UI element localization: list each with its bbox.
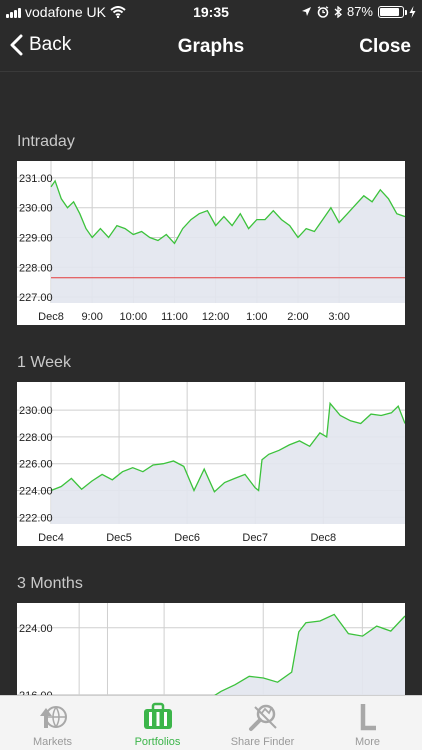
chart-area-fill [215,614,405,695]
tab-more[interactable]: More [315,696,420,750]
x-tick-label: Dec8 [38,311,64,323]
tab-bar: Markets Portfolios Share Finder More [0,695,422,750]
y-tick-label: 226.00 [19,459,53,471]
chart-series-line [50,401,405,493]
x-tick-label: 12:00 [202,311,230,323]
markets-icon [40,706,67,728]
status-time: 19:35 [193,4,229,20]
more-icon [360,704,376,731]
carrier-label: vodafone UK [25,4,106,20]
tab-share-finder[interactable]: Share Finder [210,696,315,750]
y-tick-label: 229.00 [19,232,53,244]
back-button-label: Back [29,34,72,55]
page-title: Graphs [177,36,245,57]
nav-bar: Back Graphs Close [0,24,422,72]
chart-area-fill [51,180,405,303]
back-button[interactable]: Back [10,34,71,56]
y-tick-label: 228.00 [19,262,53,274]
tab-label-more: More [354,736,381,748]
x-tick-label: 11:00 [161,311,188,323]
status-left: vodafone UK [6,4,126,20]
battery-percent: 87% [346,4,373,19]
y-tick-label: 231.00 [19,173,53,185]
tab-label-portfolios: Portfolios [134,736,181,748]
close-button[interactable]: Close [359,36,411,57]
chart-series-line [50,179,405,245]
x-tick-label: 9:00 [81,311,102,323]
signal-icon [6,6,21,18]
bluetooth-icon [334,5,342,18]
share-finder-icon [249,704,277,731]
y-tick-label: 228.00 [19,432,53,444]
x-tick-label: Dec5 [106,532,132,544]
x-tick-label: 2:00 [287,311,308,323]
x-tick-label: Dec8 [310,532,336,544]
y-tick-label: 216.00 [19,690,53,695]
tab-label-share-finder: Share Finder [230,736,295,748]
charging-icon [409,5,416,18]
chart-1-week: 222.00 224.00 226.00 228.00 230.00 Dec4 Dec5 De… [17,382,405,546]
y-tick-label: 224.00 [19,486,53,498]
y-tick-label: 222.00 [19,512,53,524]
battery-icon [378,5,407,18]
alarm-icon [317,5,329,18]
status-bar: vodafone UK 19:35 87% [0,0,422,24]
x-tick-label: Dec4 [38,532,64,544]
status-right: 87% [301,4,416,19]
chart-intraday: 227.00 228.00 229.00 230.00 231.00 Dec8 9:00 10… [17,161,405,325]
y-tick-label: 230.00 [19,405,53,417]
tab-portfolios[interactable]: Portfolios [105,696,210,750]
x-tick-label: Dec7 [242,532,268,544]
graphs-content[interactable]: Intraday 227.00 228.00 229.00 230.00 231.00 D… [0,73,422,695]
chart-series-line [214,613,405,695]
chevron-left-icon [10,34,23,56]
portfolios-icon [144,702,172,729]
x-tick-label: 3:00 [328,311,349,323]
wifi-icon [110,6,126,18]
section-title-intraday: Intraday [17,133,75,150]
x-tick-label: Dec6 [174,532,200,544]
chart-area-fill [51,403,405,524]
y-tick-label: 230.00 [19,203,53,215]
tab-label-markets: Markets [32,736,73,748]
section-title-1-week: 1 Week [17,354,71,371]
tab-markets[interactable]: Markets [0,696,105,750]
y-tick-label: 227.00 [19,292,53,304]
y-tick-label: 224.00 [19,623,53,635]
location-icon [301,7,311,16]
battery-fill [380,7,400,16]
x-tick-label: 1:00 [246,311,267,323]
section-title-3-months: 3 Months [17,575,83,592]
chart-3-months: 216.00 224.00 [17,603,405,695]
x-tick-label: 10:00 [120,311,148,323]
